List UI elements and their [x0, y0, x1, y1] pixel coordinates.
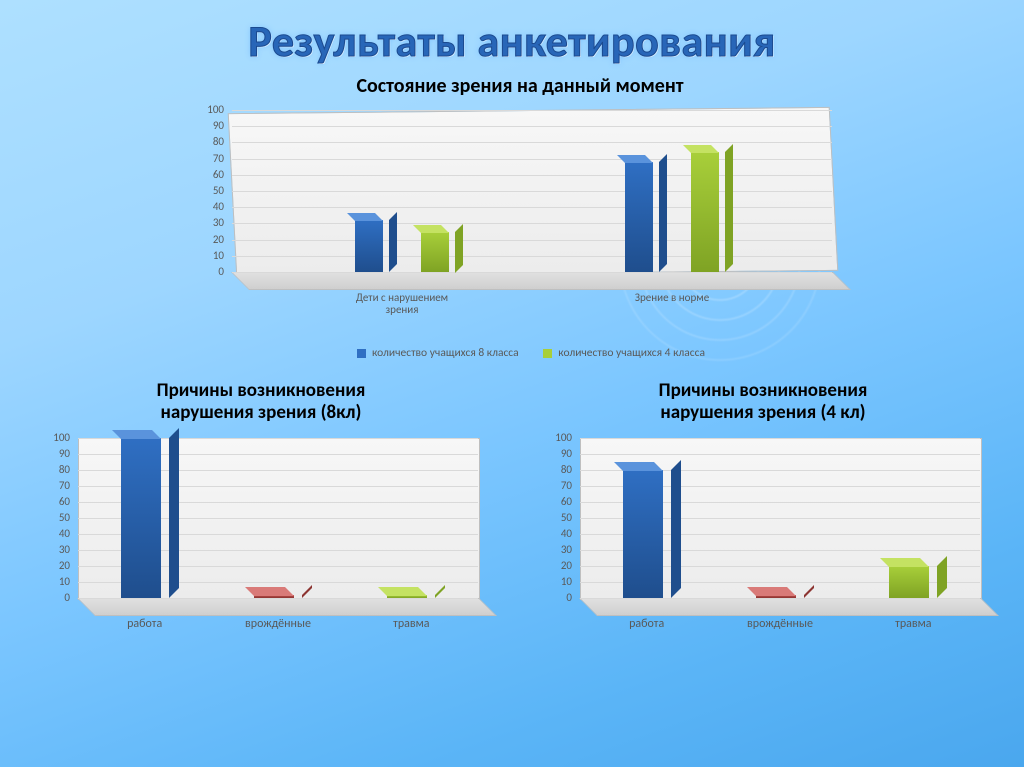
chart1-floor: [231, 272, 851, 290]
c3-ytick: 80: [534, 466, 572, 474]
c2-ytick: 10: [32, 578, 70, 586]
c2-ytick: 70: [32, 482, 70, 490]
chart3-floor: [579, 598, 999, 616]
c3-ytick: 60: [534, 498, 572, 506]
chart-causes-8: Причины возникновениянарушения зрения (8…: [26, 378, 496, 634]
c3-gridline: [580, 438, 980, 439]
c3-bar: [889, 566, 937, 598]
legend-swatch-1: [357, 349, 366, 358]
legend-swatch-2: [543, 349, 552, 358]
c2-ytick: 30: [32, 546, 70, 554]
legend-label-1: количество учащихся 8 класса: [372, 346, 519, 360]
chart1-ytick: 0: [180, 268, 224, 276]
chart1-gridline: [232, 110, 832, 111]
chart1-legend: количество учащихся 8 класса количество …: [160, 346, 880, 360]
chart1-gridline: [232, 207, 832, 208]
c3-ytick: 100: [534, 434, 572, 442]
c2-bar: [387, 595, 435, 598]
chart1-ytick: 70: [180, 155, 224, 163]
chart1-title: Состояние зрения на данный момент: [160, 74, 880, 98]
c2-ytick: 0: [32, 594, 70, 602]
c2-ytick: 90: [32, 450, 70, 458]
c2-xlabel: работа: [95, 618, 195, 630]
chart-vision-state: Состояние зрения на данный момент 0 10 20 3…: [160, 74, 880, 360]
c2-ytick: 100: [32, 434, 70, 442]
c3-bar: [623, 470, 671, 598]
chart1-gridline: [232, 126, 832, 127]
legend-label-2: количество учащихся 4 класса: [558, 346, 705, 360]
chart1-gridline: [232, 175, 832, 176]
c2-xlabel: врождённые: [228, 618, 328, 630]
c3-ytick: 90: [534, 450, 572, 458]
c3-ytick: 50: [534, 514, 572, 522]
chart3-title: Причины возникновениянарушения зрения (4…: [528, 380, 998, 424]
c2-bar: [121, 438, 169, 598]
chart1-gridline: [232, 256, 832, 257]
c2-ytick: 60: [32, 498, 70, 506]
c2-ytick: 20: [32, 562, 70, 570]
chart1-ytick: 60: [180, 171, 224, 179]
c3-ytick: 70: [534, 482, 572, 490]
chart1-gridline: [232, 142, 832, 143]
chart2-body: 0 10 20 30 40 50 60 70 80 90 100 работа врождённые т…: [32, 434, 492, 634]
chart1-ytick: 100: [180, 106, 224, 114]
chart1-gridline: [232, 240, 832, 241]
lower-row: Причины возникновениянарушения зрения (8…: [0, 360, 1024, 634]
chart1-gridline: [232, 159, 832, 160]
chart1-ytick: 20: [180, 236, 224, 244]
chart1-xlabel: Дети с нарушением зрения: [342, 292, 462, 316]
c2-ytick: 50: [32, 514, 70, 522]
chart3-body: 0 10 20 30 40 50 60 70 80 90 100 работа врождённые т…: [534, 434, 994, 634]
c3-gridline: [580, 454, 980, 455]
chart1-ytick: 80: [180, 138, 224, 146]
chart1-ytick: 30: [180, 219, 224, 227]
chart1-bar: [625, 162, 659, 272]
c3-gridline: [580, 598, 980, 599]
c3-xlabel: травма: [863, 618, 963, 630]
c3-ytick: 10: [534, 578, 572, 586]
chart2-title: Причины возникновениянарушения зрения (8…: [26, 380, 496, 424]
c2-ytick: 80: [32, 466, 70, 474]
chart1-bar: [691, 152, 725, 272]
chart1-ytick: 10: [180, 252, 224, 260]
c3-ytick: 0: [534, 594, 572, 602]
chart1-bar: [421, 232, 455, 273]
c3-ytick: 30: [534, 546, 572, 554]
chart1-ytick: 90: [180, 122, 224, 130]
chart1-gridline: [232, 223, 832, 224]
c2-gridline: [78, 598, 478, 599]
chart1-xlabel: Зрение в норме: [612, 292, 732, 304]
chart2-floor: [77, 598, 497, 616]
c2-xlabel: травма: [361, 618, 461, 630]
chart1-ytick: 40: [180, 203, 224, 211]
c2-bar: [254, 595, 302, 598]
page-title: Результаты анкетирования: [0, 14, 1024, 68]
chart1-plot: [228, 107, 839, 277]
chart1-ytick: 50: [180, 187, 224, 195]
c3-xlabel: врождённые: [730, 618, 830, 630]
c3-ytick: 40: [534, 530, 572, 538]
chart1-body: 0102030405060708090100 Дети с нарушением…: [180, 104, 860, 304]
chart1-gridline: [232, 272, 832, 273]
c3-ytick: 20: [534, 562, 572, 570]
c2-ytick: 40: [32, 530, 70, 538]
chart1-gridline: [232, 191, 832, 192]
chart-causes-4: Причины возникновениянарушения зрения (4…: [528, 378, 998, 634]
chart1-bar: [355, 220, 389, 272]
c3-xlabel: работа: [597, 618, 697, 630]
c3-bar: [756, 595, 804, 598]
